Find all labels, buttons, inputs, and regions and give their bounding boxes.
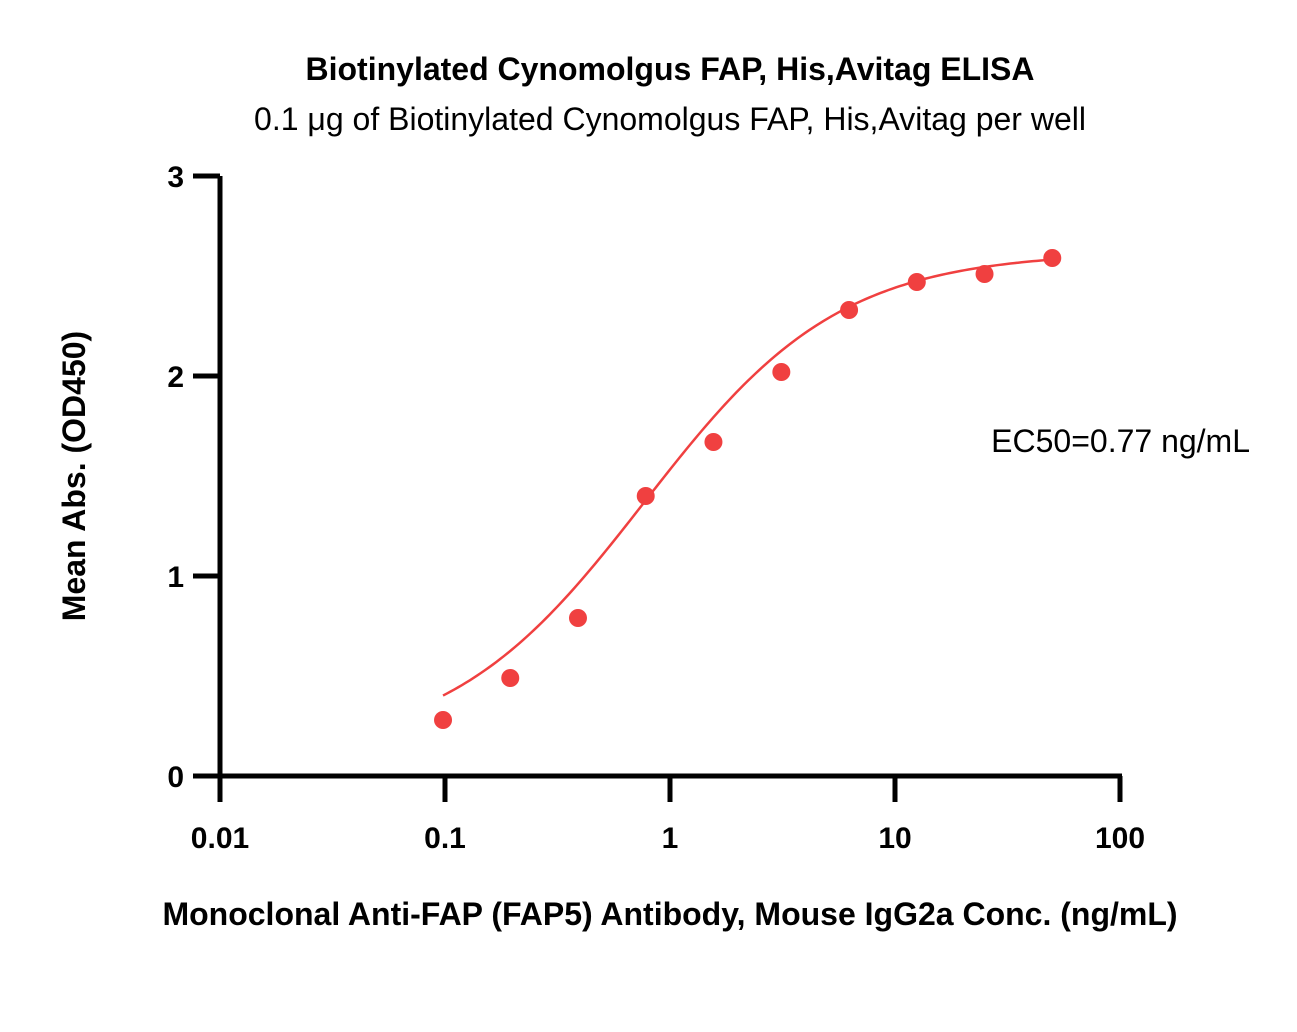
data-point <box>907 273 926 291</box>
x-tick-label: 100 <box>1095 822 1145 855</box>
data-points <box>434 249 1062 729</box>
x-tick-label: 1 <box>662 822 679 855</box>
y-axis-label: Mean Abs. (OD450) <box>56 331 92 621</box>
y-tick-label: 3 <box>167 161 184 194</box>
x-ticks: 0.01 0.1 1 10 100 <box>191 776 1145 855</box>
ec50-annotation: EC50=0.77 ng/mL <box>991 423 1250 459</box>
x-tick-label: 0.01 <box>191 822 249 855</box>
data-point <box>636 487 655 505</box>
data-point <box>501 669 520 687</box>
x-axis-label: Monoclonal Anti-FAP (FAP5) Antibody, Mou… <box>162 896 1177 932</box>
y-tick-label: 1 <box>167 561 184 594</box>
x-tick-label: 0.1 <box>424 822 466 855</box>
y-tick-label: 0 <box>167 761 184 794</box>
y-ticks: 0 1 2 3 <box>167 161 220 794</box>
data-point <box>975 265 994 283</box>
data-point <box>1043 249 1062 267</box>
data-point <box>434 711 453 729</box>
x-tick-label: 10 <box>878 822 911 855</box>
y-tick-label: 2 <box>167 361 184 394</box>
data-point <box>568 609 587 627</box>
chart-subtitle: 0.1 μg of Biotinylated Cynomolgus FAP, H… <box>254 101 1086 137</box>
data-point <box>840 301 859 319</box>
data-point <box>772 363 791 381</box>
chart-title: Biotinylated Cynomolgus FAP, His,Avitag … <box>306 51 1035 87</box>
fit-curve <box>442 258 1053 697</box>
data-point <box>704 433 723 451</box>
